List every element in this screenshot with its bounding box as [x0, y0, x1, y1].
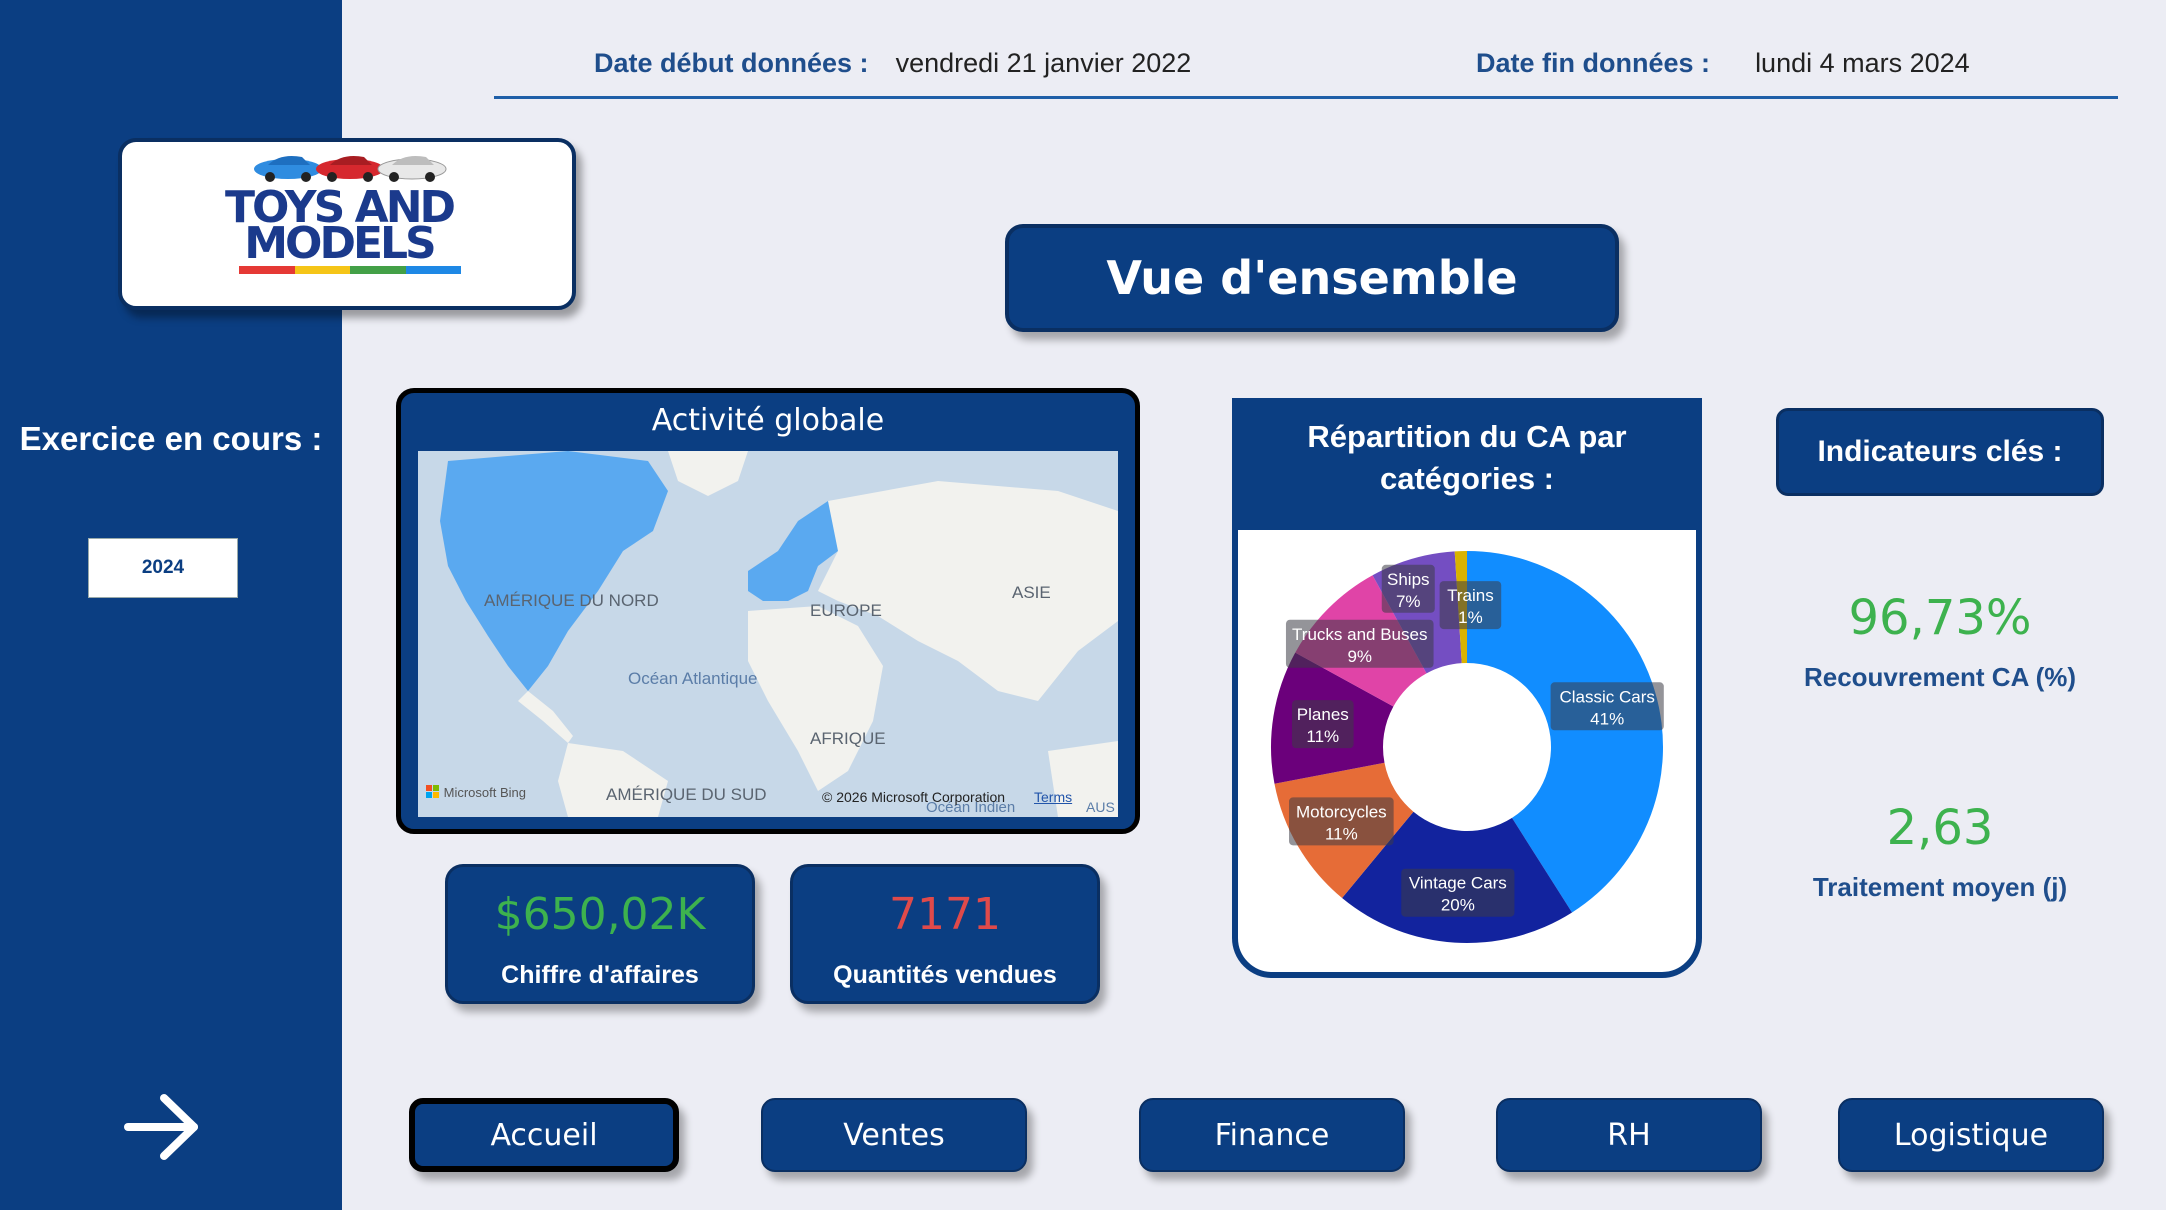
donut-label-percent: 20%: [1441, 896, 1475, 915]
kpi-revenue-label: Chiffre d'affaires: [501, 961, 699, 989]
indicator-processing-value: 2,63: [1886, 800, 1994, 856]
kpi-quantity-value: 7171: [889, 889, 1001, 940]
year-selector[interactable]: 2024: [88, 538, 238, 598]
exercice-label: Exercice en cours :: [19, 420, 323, 457]
donut-label-percent: 41%: [1590, 709, 1624, 728]
cars-logo-icon: [254, 156, 447, 182]
map-card: Activité globale AMÉRIQUE DU NORD EUROPE…: [396, 388, 1140, 834]
donut-label-category: Planes: [1297, 705, 1349, 724]
donut-label-percent: 11%: [1325, 824, 1358, 843]
page-title: Vue d'ensemble: [1005, 224, 1619, 332]
donut-label-category: Vintage Cars: [1409, 874, 1507, 893]
date-end-label: Date fin données :: [1476, 48, 1711, 78]
logo-stripe-yellow: [294, 266, 350, 274]
logo-stripe-green: [350, 266, 406, 274]
logo-stripe: [239, 266, 461, 274]
nav-finance-button[interactable]: Finance: [1139, 1098, 1405, 1172]
microsoft-logo-icon: [426, 785, 439, 798]
indicator-recovery-value: 96,73%: [1848, 590, 2032, 646]
map-terms-link[interactable]: Terms: [1034, 789, 1073, 805]
donut-label-planes: Planes 11%: [1291, 700, 1354, 749]
header-divider: [494, 96, 2118, 99]
map-title: Activité globale: [651, 403, 885, 438]
nav-logistique-button[interactable]: Logistique: [1838, 1098, 2104, 1172]
donut-title-line1: Répartition du CA par: [1307, 419, 1627, 454]
date-start-label: Date début données :: [594, 48, 869, 78]
indicator-recovery-label: Recouvrement CA (%): [1803, 662, 2077, 692]
indicators-title: Indicateurs clés :: [1776, 408, 2104, 496]
date-start: Date début données : vendredi 21 janvier…: [594, 48, 1191, 79]
map-label-aus: AUS: [1086, 799, 1115, 815]
donut-label-classic-cars: Classic Cars 41%: [1550, 682, 1664, 731]
map-label-atlantic: Océan Atlantique: [628, 669, 758, 688]
indicator-processing-label: Traitement moyen (j): [1812, 872, 2068, 902]
map-copyright: © 2026 Microsoft Corporation: [822, 789, 1006, 805]
donut-label-percent: 1%: [1458, 608, 1483, 627]
map-label-north-america: AMÉRIQUE DU NORD: [484, 591, 659, 610]
donut-label-percent: 7%: [1396, 592, 1421, 611]
donut-label-vintage-cars: Vintage Cars 20%: [1401, 868, 1515, 917]
donut-label-motorcycles: Motorcycles 11%: [1289, 797, 1394, 846]
bing-attribution: Microsoft Bing: [426, 785, 526, 800]
world-map[interactable]: AMÉRIQUE DU NORD EUROPE ASIE Océan Atlan…: [418, 451, 1118, 817]
logo-text-line1: TOYS AND: [224, 182, 456, 233]
donut-label-percent: 9%: [1347, 647, 1372, 666]
donut-card: Répartition du CA par catégories : Class…: [1232, 398, 1702, 978]
donut-chart[interactable]: Classic Cars 41% Vintage Cars 20% Motorcycle…: [1238, 404, 1696, 972]
donut-label-category: Trains: [1447, 586, 1494, 605]
donut-label-trucks-and-buses: Trucks and Buses 9%: [1285, 619, 1434, 668]
donut-label-percent: 11%: [1306, 727, 1339, 746]
kpi-quantity: 7171 Quantités vendues: [790, 864, 1100, 1004]
world-map-shapes: [440, 451, 1118, 817]
logo: TOYS AND MODELS: [118, 138, 576, 310]
kpi-revenue-value: $650,02K: [494, 889, 706, 940]
kpi-revenue: $650,02K Chiffre d'affaires: [445, 864, 755, 1004]
map-label-indian: Océan Indien: [926, 799, 1016, 816]
logo-stripe-blue: [405, 266, 461, 274]
date-start-value: vendredi 21 janvier 2022: [895, 48, 1192, 78]
map-label-africa: AFRIQUE: [810, 729, 886, 748]
map-label-asia: ASIE: [1012, 583, 1051, 602]
kpi-quantity-label: Quantités vendues: [833, 961, 1057, 989]
logo-text-line2: MODELS: [244, 218, 437, 269]
bing-label: Microsoft Bing: [443, 785, 526, 800]
arrow-right-icon[interactable]: [124, 1092, 204, 1162]
donut-label-category: Ships: [1387, 570, 1430, 589]
donut-label-category: Classic Cars: [1559, 687, 1654, 706]
donut-label-trains: Trains 1%: [1439, 581, 1502, 630]
donut-slice-classic-cars[interactable]: [1467, 551, 1663, 913]
donut-label-ships: Ships 7%: [1381, 564, 1435, 613]
nav-ventes-button[interactable]: Ventes: [761, 1098, 1027, 1172]
donut-label-category: Motorcycles: [1296, 802, 1387, 821]
donut-label-category: Trucks and Buses: [1292, 625, 1427, 644]
logo-stripe-red: [239, 266, 295, 274]
date-end-value: lundi 4 mars 2024: [1755, 48, 1970, 78]
map-label-south-america: AMÉRIQUE DU SUD: [606, 785, 767, 804]
sidebar: TOYS AND MODELS Exercice en cours : 2024: [0, 0, 576, 1210]
nav-rh-button[interactable]: RH: [1496, 1098, 1762, 1172]
map-label-europe: EUROPE: [810, 601, 882, 620]
donut-title: Répartition du CA par catégories :: [1232, 398, 1702, 530]
donut-title-line2: catégories :: [1379, 461, 1554, 496]
nav-accueil-button[interactable]: Accueil: [409, 1098, 679, 1172]
date-end: Date fin données : lundi 4 mars 2024: [1476, 48, 1970, 79]
